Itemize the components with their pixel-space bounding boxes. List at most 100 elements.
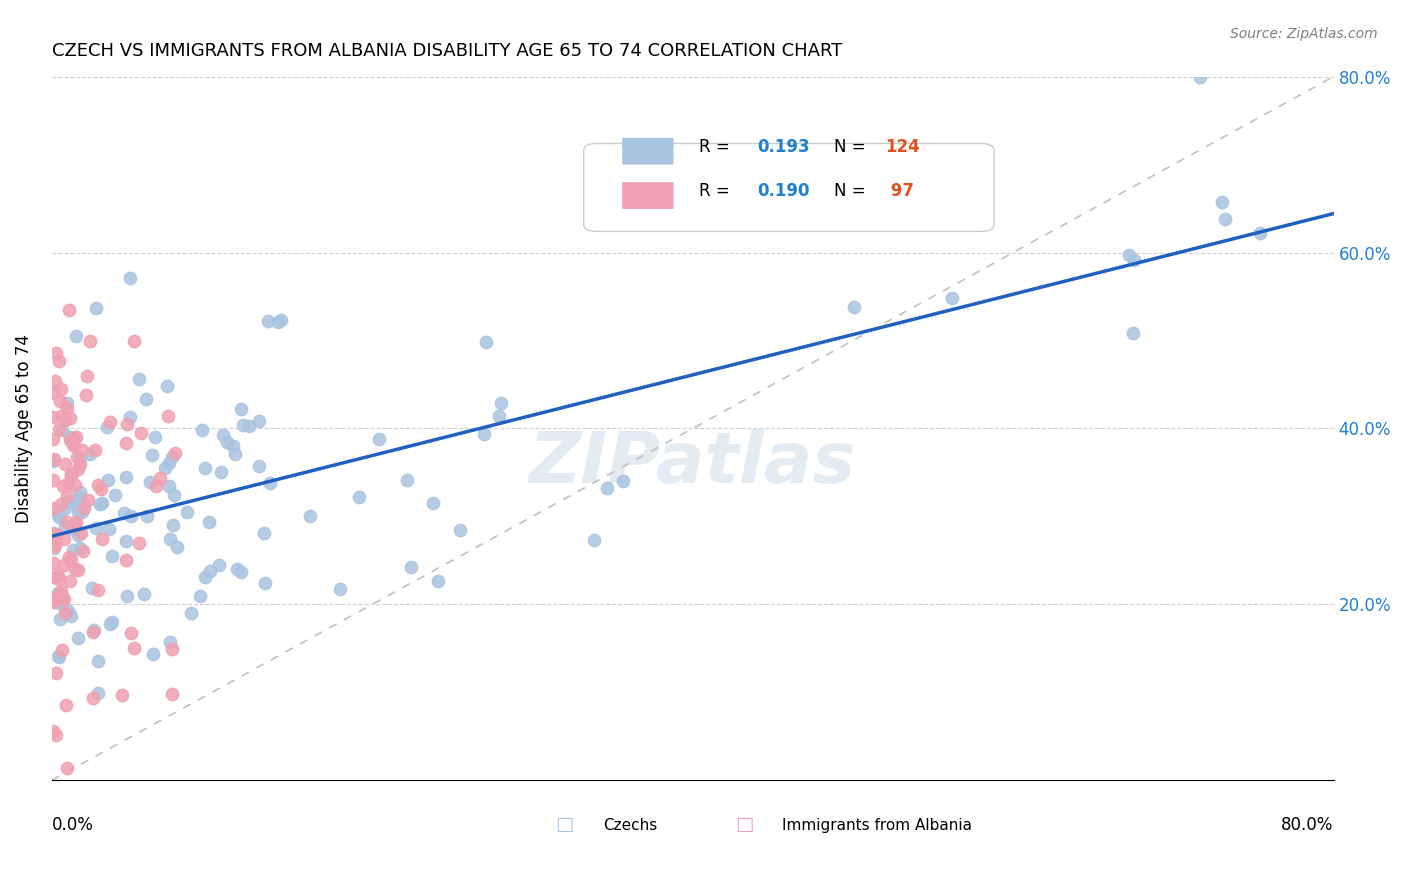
Text: N =: N = (834, 138, 865, 156)
Immigrants from Albania (56, 489, 79, 503)
Czechs (166, 540, 188, 554)
Czechs (49, 612, 72, 626)
Immigrants from Albania (49, 382, 72, 396)
Czechs (253, 576, 276, 591)
Czechs (212, 428, 235, 442)
Czechs (48, 510, 70, 524)
Immigrants from Albania (56, 515, 79, 529)
Immigrants from Albania (42, 556, 65, 570)
Immigrants from Albania (49, 584, 72, 599)
Czechs (135, 392, 157, 406)
Immigrants from Albania (66, 450, 89, 464)
Czechs (56, 396, 79, 410)
Immigrants from Albania (115, 553, 138, 567)
Czechs (117, 589, 139, 603)
Immigrants from Albania (42, 527, 65, 541)
Czechs (156, 379, 179, 393)
Text: R =: R = (699, 138, 735, 156)
Immigrants from Albania (65, 516, 87, 531)
Czechs (162, 518, 184, 533)
Czechs (472, 426, 495, 441)
Text: CZECH VS IMMIGRANTS FROM ALBANIA DISABILITY AGE 65 TO 74 CORRELATION CHART: CZECH VS IMMIGRANTS FROM ALBANIA DISABIL… (52, 42, 842, 60)
Immigrants from Albania (52, 558, 75, 572)
Czechs (82, 581, 104, 595)
Czechs (89, 497, 111, 511)
Czechs (209, 465, 232, 479)
Immigrants from Albania (70, 525, 93, 540)
Text: □: □ (735, 814, 754, 834)
Czechs (249, 414, 271, 428)
Immigrants from Albania (82, 691, 104, 706)
Czechs (231, 402, 253, 417)
FancyBboxPatch shape (623, 182, 673, 209)
Immigrants from Albania (90, 482, 112, 496)
Czechs (97, 522, 120, 536)
Czechs (1249, 226, 1271, 240)
Immigrants from Albania (48, 422, 70, 436)
Immigrants from Albania (70, 442, 93, 457)
Czechs (155, 460, 177, 475)
FancyBboxPatch shape (623, 138, 673, 164)
Czechs (401, 559, 423, 574)
Czechs (66, 499, 89, 513)
Text: Immigrants from Albania: Immigrants from Albania (782, 818, 973, 832)
Czechs (222, 439, 245, 453)
Czechs (176, 505, 198, 519)
Immigrants from Albania (45, 527, 67, 541)
Czechs (329, 582, 352, 596)
Text: R =: R = (699, 182, 735, 200)
Czechs (1118, 248, 1140, 262)
Czechs (1211, 195, 1233, 210)
Czechs (136, 509, 159, 524)
Czechs (45, 595, 67, 609)
Czechs (69, 451, 91, 466)
Immigrants from Albania (42, 723, 65, 738)
Czechs (120, 508, 142, 523)
Immigrants from Albania (49, 496, 72, 510)
Czechs (128, 372, 150, 386)
Czechs (224, 447, 246, 461)
Immigrants from Albania (53, 592, 76, 607)
Czechs (98, 617, 121, 632)
Immigrants from Albania (59, 433, 82, 447)
Czechs (44, 541, 66, 555)
Czechs (270, 312, 292, 326)
Czechs (72, 505, 94, 519)
Immigrants from Albania (66, 563, 89, 577)
Czechs (229, 565, 252, 579)
Y-axis label: Disability Age 65 to 74: Disability Age 65 to 74 (15, 334, 32, 523)
Czechs (100, 615, 122, 629)
Czechs (115, 534, 138, 549)
Immigrants from Albania (48, 354, 70, 368)
Immigrants from Albania (65, 515, 87, 529)
Immigrants from Albania (79, 334, 101, 348)
Immigrants from Albania (44, 451, 66, 466)
Czechs (87, 686, 110, 700)
Czechs (1122, 326, 1144, 340)
Immigrants from Albania (59, 574, 82, 588)
Czechs (267, 315, 290, 329)
Immigrants from Albania (62, 438, 84, 452)
Immigrants from Albania (156, 409, 179, 423)
Czechs (51, 423, 73, 437)
Immigrants from Albania (51, 643, 73, 657)
Immigrants from Albania (42, 525, 65, 540)
Immigrants from Albania (56, 475, 79, 490)
Immigrants from Albania (44, 591, 66, 606)
Czechs (238, 419, 260, 434)
Czechs (247, 458, 270, 473)
Immigrants from Albania (48, 572, 70, 586)
Immigrants from Albania (63, 478, 86, 492)
Immigrants from Albania (87, 583, 110, 598)
Immigrants from Albania (128, 536, 150, 550)
Czechs (91, 496, 114, 510)
Czechs (367, 432, 389, 446)
Immigrants from Albania (100, 415, 122, 429)
Immigrants from Albania (42, 570, 65, 584)
FancyBboxPatch shape (583, 144, 994, 231)
Immigrants from Albania (65, 430, 87, 444)
Immigrants from Albania (90, 532, 112, 546)
Immigrants from Albania (162, 687, 184, 701)
Immigrants from Albania (63, 561, 86, 575)
Czechs (159, 532, 181, 546)
